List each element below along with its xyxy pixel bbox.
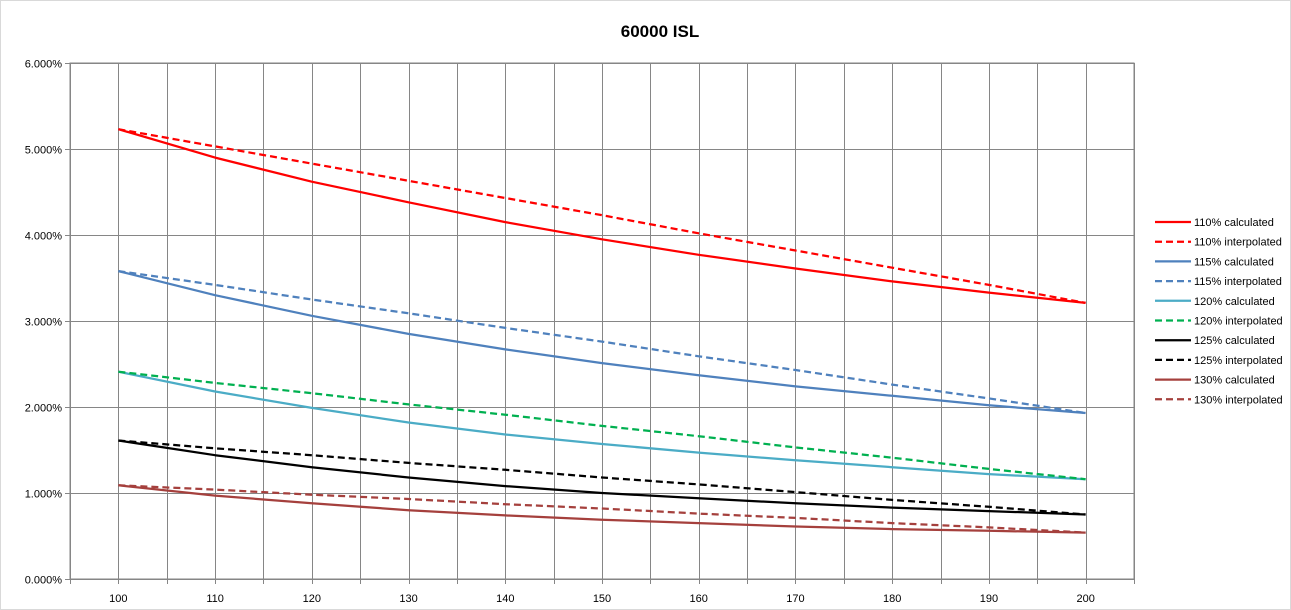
chart-title: 60000 ISL — [621, 22, 699, 41]
x-tick-label: 160 — [690, 593, 708, 605]
y-tick-label: 0.000% — [25, 575, 63, 587]
y-tick-label: 6.000% — [25, 59, 63, 71]
y-tick-label: 2.000% — [25, 403, 63, 415]
legend-label: 115% calculated — [1194, 256, 1274, 268]
series-line-8 — [118, 439, 1086, 516]
series-layer — [118, 128, 1086, 534]
axis-layer: 0.000% 1.000% 2.000% 3.000% 4.000% 5.000% 6.00… — [25, 59, 1135, 605]
legend-label: 130% interpolated — [1194, 394, 1283, 406]
legend: 110% calculated 110% interpolated 115% cal… — [1155, 217, 1283, 406]
series-line-3 — [118, 270, 1086, 415]
x-tick-label: 110 — [206, 593, 224, 605]
legend-label: 130% calculated — [1194, 375, 1275, 387]
x-tick-label: 120 — [303, 593, 321, 605]
x-tick-label: 130 — [399, 593, 417, 605]
series-line-9 — [118, 484, 1086, 534]
series-line-2 — [118, 128, 1086, 305]
legend-label: 110% calculated — [1194, 217, 1274, 229]
legend-label: 125% calculated — [1194, 335, 1275, 347]
legend-label: 110% interpolated — [1194, 237, 1282, 249]
legend-label: 120% interpolated — [1194, 316, 1283, 328]
x-tick-label: 200 — [1076, 593, 1094, 605]
x-tick-label: 190 — [980, 593, 998, 605]
series-line-6 — [118, 370, 1086, 481]
legend-label: 115% interpolated — [1194, 276, 1282, 288]
series-line-1 — [118, 128, 1086, 305]
series-line-5 — [118, 370, 1086, 481]
y-tick-label: 3.000% — [25, 317, 63, 329]
grid-layer — [69, 62, 1135, 580]
y-tick-label: 5.000% — [25, 145, 63, 157]
x-tick-label: 100 — [109, 593, 127, 605]
y-tick-label: 4.000% — [25, 231, 63, 243]
series-line-10 — [118, 484, 1086, 534]
legend-label: 120% calculated — [1194, 296, 1275, 308]
x-tick-label: 170 — [786, 593, 804, 605]
series-line-7 — [118, 439, 1086, 516]
x-tick-label: 180 — [883, 593, 901, 605]
x-tick-label: 150 — [593, 593, 611, 605]
x-tick-label: 140 — [496, 593, 514, 605]
legend-label: 125% interpolated — [1194, 355, 1283, 367]
series-line-4 — [118, 269, 1086, 415]
y-tick-label: 1.000% — [25, 489, 63, 501]
